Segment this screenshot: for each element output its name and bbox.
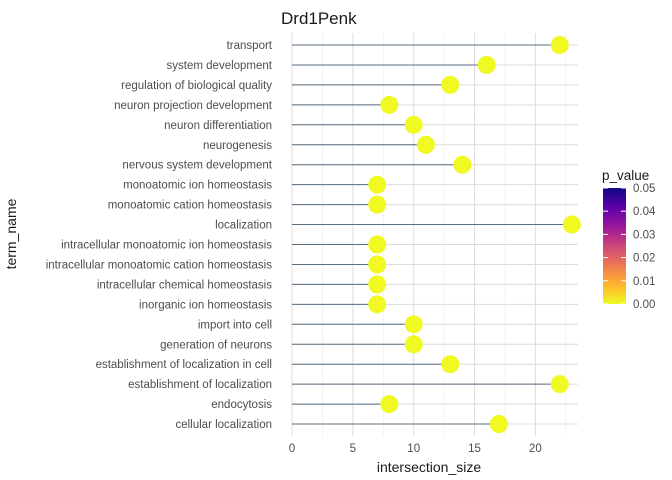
y-tick-label: monoatomic ion homeostasis	[123, 180, 272, 192]
x-tick-label: 10	[407, 443, 420, 455]
y-axis-tick-labels: transport system development regulation of…	[46, 40, 273, 431]
y-tick-label: nervous system development	[122, 160, 272, 172]
y-tick-label: cellular localization	[175, 419, 272, 431]
stems	[292, 44, 572, 425]
lollipop-point	[380, 395, 399, 414]
legend-tick-label: 0.03	[633, 229, 655, 241]
lollipop-point	[453, 155, 472, 174]
y-tick-label: intracellular monoatomic cation homeosta…	[46, 259, 273, 271]
lollipop-point	[368, 235, 387, 254]
y-tick-label: generation of neurons	[160, 339, 272, 351]
lollipop-point	[368, 295, 387, 314]
y-tick-label: localization	[215, 220, 272, 232]
y-tick-label: monoatomic cation homeostasis	[108, 200, 273, 212]
grid	[291, 33, 578, 436]
legend-tick-label: 0.02	[633, 253, 655, 265]
y-tick-label: transport	[227, 40, 273, 52]
y-tick-label: establishment of localization in cell	[96, 359, 272, 371]
legend-tick-label: 0.01	[633, 276, 655, 288]
lollipop-point	[550, 36, 569, 54]
x-tick-label: 0	[289, 443, 295, 455]
lollipop-point	[368, 275, 387, 294]
lollipop-point	[441, 355, 460, 374]
legend-tick-label: 0.00	[633, 299, 655, 311]
legend: p_value 0.05 0.04 0.03 0.02 0.01 0.00	[602, 168, 656, 311]
lollipop-point	[368, 255, 387, 274]
lollipop-point	[368, 175, 387, 194]
points	[368, 36, 581, 434]
lollipop-point	[489, 415, 508, 434]
y-tick-label: regulation of biological quality	[121, 80, 272, 92]
x-tick-label: 20	[529, 443, 542, 455]
lollipop-point	[404, 315, 423, 334]
legend-tick-label: 0.05	[633, 183, 655, 195]
legend-title: p_value	[602, 168, 649, 183]
lollipop-point	[404, 115, 423, 134]
y-axis-title: term_name	[3, 198, 19, 269]
legend-tick-label: 0.04	[633, 206, 656, 218]
x-axis-tick-labels: 0 5 10 15 20	[289, 443, 542, 455]
chart-title: Drd1Penk	[281, 9, 357, 28]
lollipop-point	[562, 215, 581, 234]
lollipop-point	[550, 375, 569, 394]
y-tick-label: system development	[167, 60, 273, 72]
y-tick-label: intracellular monoatomic ion homeostasis	[61, 240, 272, 252]
lollipop-point	[477, 55, 496, 74]
y-tick-label: neuron projection development	[114, 100, 273, 112]
y-tick-label: import into cell	[198, 319, 272, 331]
lollipop-point	[416, 135, 435, 154]
y-tick-label: neuron differentiation	[164, 120, 272, 132]
y-tick-label: inorganic ion homeostasis	[139, 299, 272, 311]
legend-colorbar	[603, 188, 626, 304]
legend-tick-labels: 0.05 0.04 0.03 0.02 0.01 0.00	[603, 183, 656, 311]
lollipop-point	[441, 75, 460, 94]
y-tick-label: endocytosis	[211, 399, 272, 411]
lollipop-point	[404, 335, 423, 354]
x-axis-title: intersection_size	[377, 459, 481, 475]
y-tick-label: neurogenesis	[203, 140, 272, 152]
lollipop-point	[380, 95, 399, 114]
x-tick-label: 15	[468, 443, 481, 455]
lollipop-point	[368, 195, 387, 214]
y-tick-label: intracellular chemical homeostasis	[97, 279, 272, 291]
y-tick-label: establishment of localization	[128, 379, 272, 391]
x-tick-label: 5	[350, 443, 356, 455]
